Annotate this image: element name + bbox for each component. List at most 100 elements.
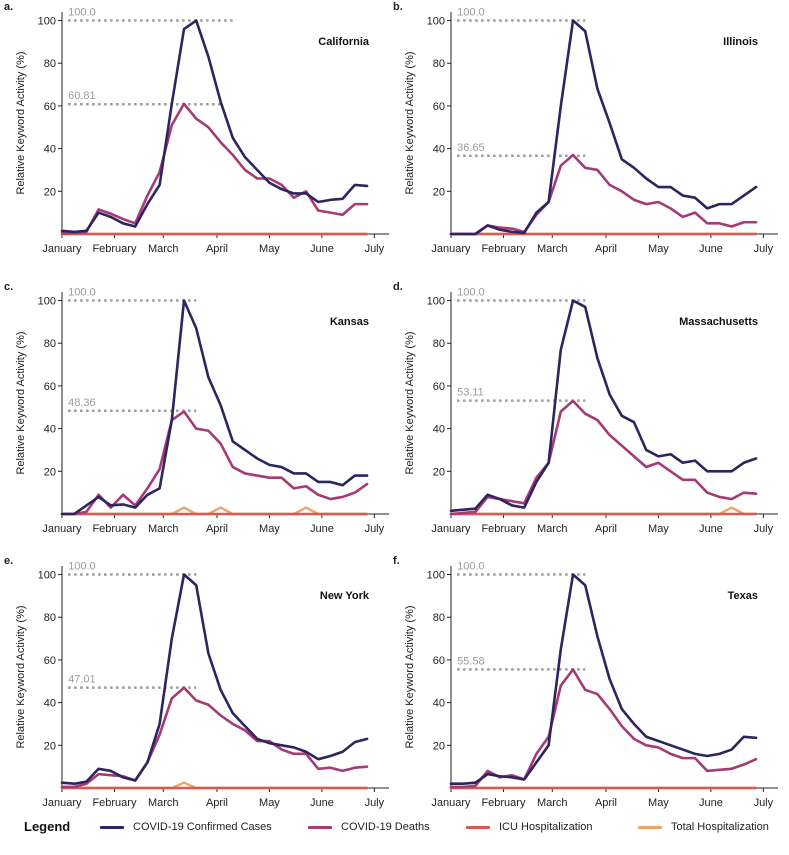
legend-swatch-deaths	[308, 825, 332, 829]
x-tick-label-march: March	[537, 523, 568, 535]
y-axis-label: Relative Keyword Activity (%)	[404, 51, 416, 194]
x-tick-label-may: May	[648, 523, 669, 535]
y-axis-label: Relative Keyword Activity (%)	[404, 331, 416, 474]
y-tick-label: 20	[44, 186, 56, 198]
legend-swatch-total-hospitalization	[638, 825, 662, 829]
legend-label-icu-hospitalization: ICU Hospitalization	[499, 821, 593, 833]
legend-item-total-hospitalization: Total Hospitalization	[638, 816, 769, 838]
series-line-covid-19-deaths	[60, 686, 369, 789]
y-tick-label: 60	[44, 655, 56, 667]
x-tick-label-may: May	[259, 797, 280, 809]
panel-illinois: 20 40 60 80 100 January February March April May J…	[393, 1, 778, 255]
x-tick-label-february: February	[481, 243, 526, 255]
x-tick-label-february: February	[92, 797, 137, 809]
y-tick-label: 60	[433, 381, 445, 393]
panel-california: 20 40 60 80 100 January February March April May J…	[4, 1, 389, 255]
x-tick-label-april: April	[595, 523, 617, 535]
x-tick-label-february: February	[92, 243, 137, 255]
x-tick-label-july: July	[754, 243, 774, 255]
y-tick-label: 100	[38, 296, 56, 308]
y-tick-label: 100	[427, 570, 445, 582]
panel-kansas: 20 40 60 80 100 January February March April May J…	[4, 281, 389, 535]
y-tick-label: 100	[427, 296, 445, 308]
series-line-covid-19-confirmed-cases	[449, 573, 758, 786]
y-tick-label: 60	[44, 381, 56, 393]
y-tick-label: 40	[44, 144, 56, 156]
series-line-covid-19-confirmed-cases	[60, 19, 369, 234]
x-tick-label-june: June	[699, 243, 723, 255]
y-axis-label: Relative Keyword Activity (%)	[15, 51, 27, 194]
y-tick-label: 100	[427, 16, 445, 28]
x-tick-label-march: March	[537, 797, 568, 809]
x-tick-label-january: January	[431, 523, 471, 535]
x-tick-label-june: June	[310, 523, 334, 535]
y-tick-label: 60	[44, 101, 56, 113]
x-tick-label-february: February	[481, 797, 526, 809]
y-axis-label: Relative Keyword Activity (%)	[15, 331, 27, 474]
panel-massachusetts: 20 40 60 80 100 January February March April May J…	[393, 281, 778, 535]
x-tick-label-july: July	[754, 523, 774, 535]
y-tick-label: 100	[38, 16, 56, 28]
state-title: New York	[320, 590, 370, 602]
x-tick-label-january: January	[42, 243, 82, 255]
y-tick-label: 40	[433, 424, 445, 436]
series-line-covid-19-confirmed-cases	[449, 299, 758, 513]
y-tick-label: 20	[44, 740, 56, 752]
legend-swatch-confirmed-cases	[100, 825, 124, 829]
panel-label: a.	[4, 1, 13, 13]
x-tick-label-february: February	[481, 523, 526, 535]
y-tick-label: 40	[44, 424, 56, 436]
x-tick-label-january: January	[42, 797, 82, 809]
panel-label: d.	[393, 281, 403, 293]
panel-label: c.	[4, 281, 13, 293]
legend-label-confirmed-cases: COVID-19 Confirmed Cases	[133, 821, 272, 833]
reference-label-1: 60.81	[68, 90, 96, 102]
x-tick-label-may: May	[259, 243, 280, 255]
series-line-covid-19-deaths	[60, 410, 369, 516]
x-tick-label-june: June	[310, 243, 334, 255]
y-axis-label: Relative Keyword Activity (%)	[15, 605, 27, 748]
series-line-covid-19-confirmed-cases	[60, 573, 369, 786]
x-tick-label-april: April	[595, 243, 617, 255]
x-tick-label-june: June	[699, 797, 723, 809]
reference-label-0: 100.0	[457, 287, 485, 299]
reference-label-1: 47.01	[68, 674, 96, 686]
panel-texas: 20 40 60 80 100 January February March April May J…	[393, 555, 778, 809]
x-tick-label-may: May	[259, 523, 280, 535]
y-tick-label: 60	[433, 655, 445, 667]
y-tick-label: 60	[433, 101, 445, 113]
y-tick-label: 20	[433, 740, 445, 752]
x-tick-label-january: January	[431, 243, 471, 255]
state-title: Massachusetts	[679, 316, 758, 328]
reference-label-1: 53.11	[457, 387, 484, 399]
x-tick-label-january: January	[431, 797, 471, 809]
reference-label-0: 100.0	[68, 287, 96, 299]
panel-new-york: 20 40 60 80 100 January February March April May J…	[4, 555, 389, 809]
y-tick-label: 20	[433, 186, 445, 198]
reference-label-1: 36.65	[457, 142, 485, 154]
y-tick-label: 80	[433, 58, 445, 70]
y-tick-label: 40	[433, 144, 445, 156]
y-tick-label: 80	[44, 338, 56, 350]
legend-item-icu-hospitalization: ICU Hospitalization	[466, 816, 593, 838]
reference-label-0: 100.0	[68, 561, 96, 573]
y-axis-label: Relative Keyword Activity (%)	[404, 605, 416, 748]
legend-title: Legend	[24, 819, 71, 834]
x-tick-label-march: March	[537, 243, 568, 255]
reference-label-0: 100.0	[68, 7, 96, 19]
x-tick-label-april: April	[206, 243, 228, 255]
panel-label: f.	[393, 555, 400, 567]
legend-item-confirmed-cases: COVID-19 Confirmed Cases	[100, 816, 272, 838]
legend-item-deaths: COVID-19 Deaths	[308, 816, 430, 838]
series-line-covid-19-confirmed-cases	[449, 19, 758, 236]
x-tick-label-july: July	[365, 243, 385, 255]
x-tick-label-july: July	[365, 523, 385, 535]
x-tick-label-march: March	[148, 523, 179, 535]
figure-legend: Legend COVID-19 Confirmed Cases COVID-19…	[0, 808, 789, 848]
legend-label-total-hospitalization: Total Hospitalization	[671, 821, 769, 833]
y-tick-label: 100	[38, 570, 56, 582]
x-tick-label-march: March	[148, 797, 179, 809]
x-tick-label-april: April	[206, 523, 228, 535]
state-title: Illinois	[723, 36, 758, 48]
